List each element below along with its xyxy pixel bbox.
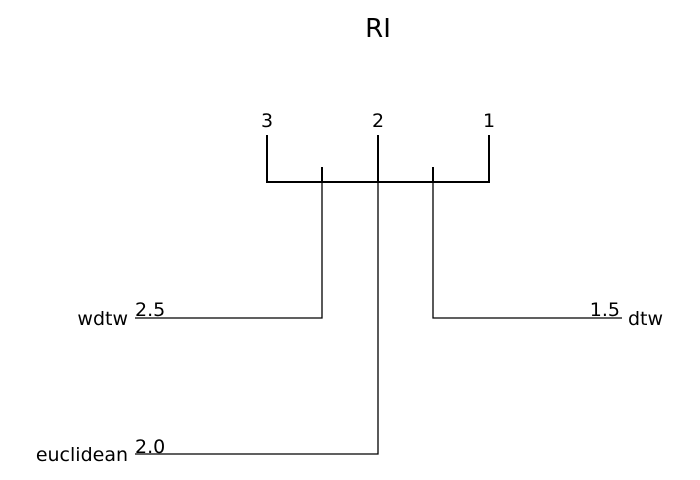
connector-dtw	[432, 182, 622, 319]
connector-euclidean	[135, 182, 379, 455]
axis-tick-label-1: 1	[483, 110, 495, 132]
score-label-euclidean: 2.0	[135, 436, 165, 458]
method-label-euclidean: euclidean	[36, 444, 128, 466]
method-label-dtw: dtw	[628, 308, 663, 330]
diagram-title: RI	[365, 14, 391, 44]
axis-tick-label-2: 2	[372, 110, 384, 132]
connector-wdtw	[135, 182, 323, 319]
axis-tick-label-3: 3	[261, 110, 273, 132]
score-label-wdtw: 2.5	[135, 299, 165, 321]
method-label-wdtw: wdtw	[77, 308, 128, 330]
score-label-dtw: 1.5	[590, 299, 620, 321]
